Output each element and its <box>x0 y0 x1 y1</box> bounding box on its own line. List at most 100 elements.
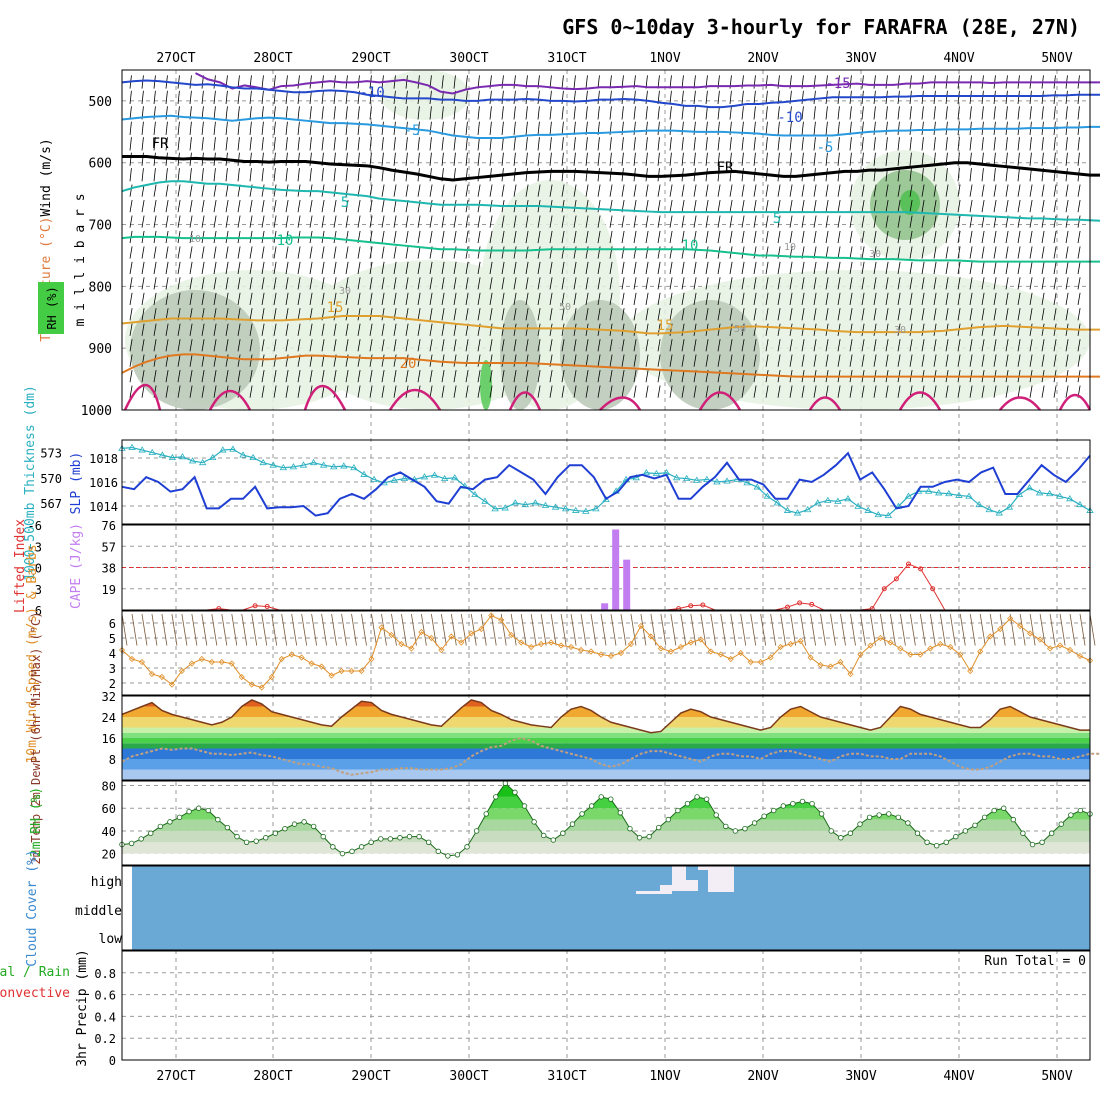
wind-barb <box>417 323 421 336</box>
wind-barb <box>945 121 948 135</box>
wind-barb <box>765 246 769 259</box>
rh-point <box>857 821 863 827</box>
wind-barb <box>237 339 241 352</box>
wind-barb <box>1077 137 1080 151</box>
wind-barb <box>825 121 828 135</box>
wind-barb <box>273 369 277 383</box>
wind-barb <box>417 75 420 89</box>
wind-barb <box>141 292 145 305</box>
wind-barb <box>211 613 218 646</box>
wind-barb <box>477 308 481 321</box>
wind-barb <box>177 137 180 151</box>
wind-barb <box>621 385 625 398</box>
wind-barb <box>645 121 648 135</box>
wind-barb <box>1053 246 1057 259</box>
thickness-point <box>209 453 217 461</box>
wind-barb <box>693 354 697 367</box>
wind-barb <box>1041 354 1045 367</box>
wind-barb <box>525 323 529 336</box>
wind-barb <box>909 184 913 197</box>
wind-barb <box>897 246 901 259</box>
wind-barb <box>189 277 193 290</box>
wind-barb <box>573 199 577 213</box>
wind-barb <box>1005 261 1009 275</box>
wind-barb <box>393 137 396 151</box>
wind-barb <box>909 106 912 120</box>
wind-barb <box>1041 106 1044 120</box>
wind-barb <box>297 292 301 305</box>
thickness-point <box>793 509 802 516</box>
wind-barb <box>549 339 553 352</box>
wind-barb <box>285 277 289 290</box>
wind-barb <box>477 261 481 275</box>
wind-barb <box>729 277 733 290</box>
cape-tick: 57 <box>102 540 116 554</box>
wind-barb <box>585 230 589 244</box>
wind-barb <box>873 385 877 398</box>
wind-barb <box>357 215 361 228</box>
rh-point <box>962 828 969 834</box>
wind-barb <box>789 277 793 290</box>
humid-contour <box>388 388 442 411</box>
wind-barb <box>597 369 601 383</box>
wind-barb <box>981 323 985 336</box>
wind-barb <box>560 613 567 646</box>
wind-barb <box>570 613 577 646</box>
wind-barb <box>597 184 601 197</box>
rh-point <box>723 823 729 830</box>
wind-barb <box>129 90 132 105</box>
rh-point <box>243 839 250 845</box>
date-label-bottom: 30OCT <box>449 1069 488 1084</box>
wind-barb <box>285 385 289 398</box>
wind-barb <box>501 277 505 290</box>
wind-speed-point <box>488 612 495 619</box>
wind-barb <box>513 215 517 228</box>
thickness-point <box>330 463 338 470</box>
wind-barb <box>465 137 468 151</box>
rh-tick: 80 <box>102 780 116 794</box>
wind-barb <box>921 292 925 305</box>
wind-barb <box>969 339 973 352</box>
rh-point <box>272 830 279 836</box>
wind-barb <box>405 168 408 182</box>
wind-barb <box>777 385 781 398</box>
wind-barb <box>477 292 481 305</box>
thickness-point <box>219 446 227 453</box>
wind-barb <box>561 277 565 290</box>
wind-barb <box>609 184 613 197</box>
wind-barb <box>153 354 157 367</box>
wind-barb <box>129 277 133 290</box>
wind-barb <box>729 184 733 197</box>
wind-barb <box>165 215 169 228</box>
contour-label: -5 <box>817 140 834 156</box>
wind-barb <box>333 261 337 275</box>
wind-barb <box>909 246 913 259</box>
wind-barb <box>573 215 577 228</box>
wind-tick: 2 <box>109 677 116 691</box>
wind-barb <box>561 121 564 135</box>
wind-barb <box>993 308 997 321</box>
wind-barb <box>189 121 192 135</box>
wind-barb <box>929 613 936 646</box>
wind-barb <box>621 369 625 383</box>
thickness-point <box>400 474 409 482</box>
wind-barb <box>345 106 348 120</box>
wind-barb <box>729 90 732 105</box>
pressure-tick-label: 600 <box>89 157 112 172</box>
wind-barb <box>381 137 384 151</box>
wind-barb <box>837 199 841 213</box>
wind-barb <box>153 215 157 228</box>
date-label-bottom: 2NOV <box>747 1069 778 1084</box>
rh-point <box>397 835 403 841</box>
wind-speed-point <box>887 639 894 646</box>
wind-barb <box>681 323 685 336</box>
wind-barb <box>1041 184 1045 197</box>
wind-barb <box>513 106 516 120</box>
wind-barb <box>189 339 193 352</box>
wind-barb <box>165 137 168 151</box>
wind-barb <box>825 199 829 213</box>
wind-barb <box>981 308 985 321</box>
wind-barb <box>945 292 949 305</box>
thickness-point <box>1076 500 1084 508</box>
rh-point <box>406 833 413 840</box>
